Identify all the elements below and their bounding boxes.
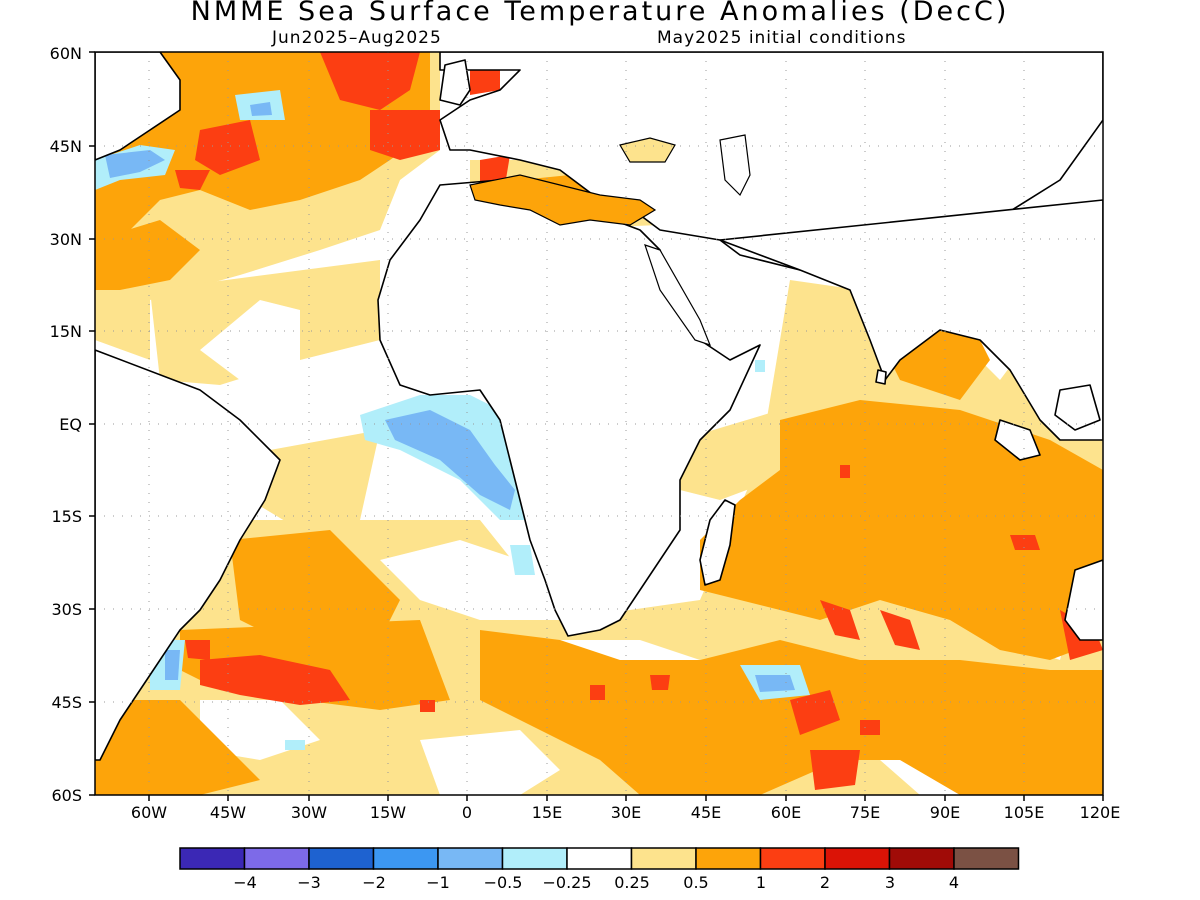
- lat-label: 45S: [51, 693, 82, 712]
- mediterranean-sea: [469, 174, 657, 226]
- madagascar-island: [699, 499, 736, 586]
- colorbar-swatch: [179, 847, 246, 870]
- colorbar-label: −4: [233, 873, 257, 892]
- lon-label: 15E: [531, 803, 563, 822]
- colorbar-swatch: [437, 847, 504, 870]
- lon-label: 45W: [209, 803, 247, 822]
- chart-title: NMME Sea Surface Temperature Anomalies (…: [190, 0, 1010, 27]
- south-america-landmass: [95, 349, 281, 761]
- lat-label: 45N: [49, 137, 82, 156]
- indonesia-island: [994, 419, 1041, 461]
- anomaly-layer-neg-0.5: [105, 102, 795, 692]
- forecast-period: Jun2025–Aug2025: [272, 28, 442, 48]
- colorbar-label: 1: [755, 873, 767, 892]
- colorbar-label: 2: [819, 873, 831, 892]
- lon-label: 90E: [929, 803, 961, 822]
- caspian-sea: [719, 134, 751, 197]
- lon-label: 120E: [1079, 803, 1121, 822]
- colorbar-label: −0.25: [542, 873, 592, 892]
- australia-landmass: [1064, 559, 1103, 641]
- lat-label: EQ: [59, 415, 82, 434]
- colorbar-label: 3: [884, 873, 896, 892]
- borneo-island: [1054, 384, 1101, 431]
- lon-label: 75E: [849, 803, 881, 822]
- colorbar-label: −0.5: [483, 873, 523, 892]
- lon-label: 0: [461, 803, 473, 822]
- inland-seas: [469, 137, 676, 226]
- colorbar-swatch: [695, 847, 762, 870]
- colorbar-swatch: [501, 847, 568, 870]
- lat-label: 60S: [51, 786, 82, 805]
- continents: [95, 52, 1103, 761]
- north-america-landmass: [95, 52, 181, 161]
- lat-label: 60N: [49, 44, 82, 63]
- lat-label: 15S: [51, 507, 82, 526]
- colorbar-swatch: [759, 847, 826, 870]
- colorbar-label: 0.25: [614, 873, 650, 892]
- colorbar-label: −1: [426, 873, 450, 892]
- initial-conditions: May2025 initial conditions: [657, 28, 907, 48]
- colorbar-label: 4: [948, 873, 960, 892]
- lon-label: 105E: [1003, 803, 1045, 822]
- colorbar-swatch: [372, 847, 439, 870]
- axis-ticks: [89, 51, 1104, 801]
- colorbar-label: 0.5: [683, 873, 709, 892]
- red-sea: [644, 244, 712, 346]
- asia-landmass: [719, 199, 1103, 441]
- lon-label: 15W: [369, 803, 407, 822]
- sri-lanka-island: [875, 369, 887, 385]
- colorbar-swatch: [888, 847, 955, 870]
- great-britain-island: [439, 59, 471, 106]
- colorbar-label: −2: [362, 873, 386, 892]
- colorbar-swatch: [308, 847, 375, 870]
- colorbar: [179, 847, 1020, 870]
- colorbar-swatch: [824, 847, 891, 870]
- lat-label: 30N: [49, 230, 82, 249]
- colorbar-label: −3: [297, 873, 321, 892]
- lat-label: 30S: [51, 600, 82, 619]
- lon-label: 30E: [610, 803, 642, 822]
- colorbar-swatch: [243, 847, 310, 870]
- colorbar-swatch: [566, 847, 633, 870]
- anomaly-layer-1: [175, 52, 1103, 790]
- lon-label: 45E: [690, 803, 722, 822]
- black-sea: [619, 137, 676, 163]
- lon-label: 60E: [770, 803, 802, 822]
- lat-label: 15N: [49, 322, 82, 341]
- lon-label: 30W: [290, 803, 328, 822]
- colorbar-swatch: [630, 847, 697, 870]
- colorbar-swatch: [953, 847, 1020, 870]
- lon-label: 60W: [130, 803, 168, 822]
- graticule: [95, 52, 1103, 795]
